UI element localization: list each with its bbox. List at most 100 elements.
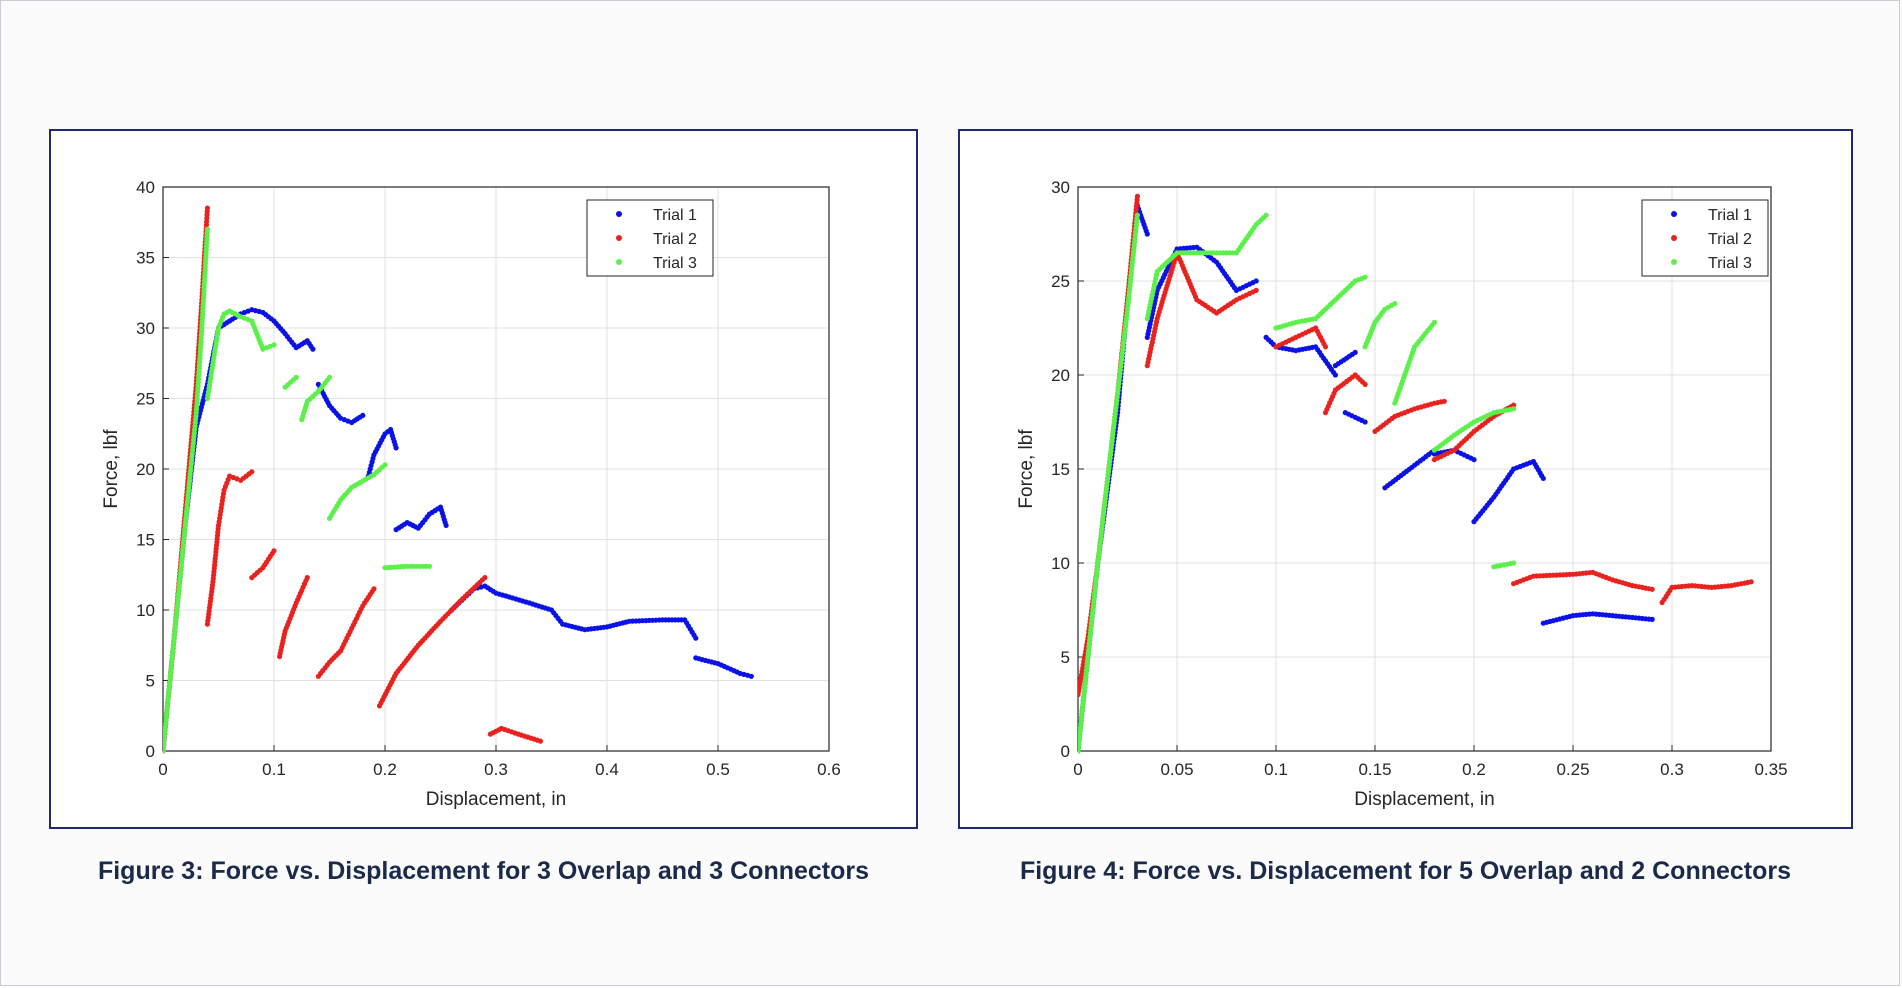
- fig3-y-tick-label: 35: [136, 249, 155, 268]
- figure-4-caption: Figure 4: Force vs. Displacement for 5 O…: [1019, 857, 1792, 885]
- fig3-trial-1-point: [443, 522, 449, 528]
- fig3-x-tick-label: 0.4: [595, 760, 619, 779]
- fig4-trial-2-point: [1649, 586, 1655, 592]
- fig4-trial-3-point: [1134, 212, 1140, 218]
- fig3-trial-1-point: [393, 445, 399, 451]
- fig4-y-tick-label: 20: [1051, 366, 1070, 385]
- fig3-x-tick-label: 0.5: [706, 760, 730, 779]
- fig4-trial-2-point: [1134, 193, 1140, 199]
- fig3-trial-3-point: [204, 226, 210, 232]
- fig4-y-tick-label: 0: [1061, 742, 1070, 761]
- fig4-y-tick-label: 10: [1051, 554, 1070, 573]
- fig3-y-tick-label: 30: [136, 319, 155, 338]
- fig3-trial-1-point: [360, 412, 366, 418]
- fig3-y-tick-label: 5: [146, 672, 155, 691]
- fig4-trial-3-point: [1511, 406, 1517, 412]
- fig4-x-tick-label: 0.15: [1358, 760, 1391, 779]
- fig4-trial-2-point: [1511, 402, 1517, 408]
- fig4-x-tick-label: 0.35: [1754, 760, 1787, 779]
- fig4-trial-3-point: [1511, 560, 1517, 566]
- fig4-trial-3-point: [1263, 212, 1269, 218]
- fig3-trial-3-point: [382, 462, 388, 468]
- fig3-y-tick-label: 0: [146, 742, 155, 761]
- fig3-x-tick-label: 0.3: [484, 760, 508, 779]
- fig4-legend-label: Trial 3: [1708, 255, 1752, 272]
- fig3-x-tick-label: 0.6: [817, 760, 841, 779]
- figure-3-chart: 0 0.1 0.2 0.3 0.4 0.5 0.6 0 5 10 15 20 25 30 35 40 Displ…: [101, 178, 841, 810]
- fig3-trial-1-point: [748, 673, 754, 679]
- fig4-trial-3-point: [1362, 274, 1368, 280]
- fig3-x-tick-label: 0.1: [262, 760, 286, 779]
- fig4-trial-2-point: [1322, 344, 1329, 350]
- fig3-y-tick-label: 15: [136, 531, 155, 550]
- fig3-axes-box: [162, 186, 830, 752]
- fig3-x-tick-label: 0: [158, 760, 167, 779]
- fig4-x-axis-label: Displacement, in: [1354, 789, 1494, 810]
- figure-4-chart: 0 0.05 0.1 0.15 0.2 0.25 0.3 0.35 0 5 10 15 20 25 30 Di…: [1016, 178, 1788, 810]
- fig3-legend-label: Trial 1: [653, 207, 697, 224]
- fig3-trial-2-point: [537, 738, 543, 744]
- fig3-trial-1-point: [310, 346, 316, 352]
- fig4-trial-3-markers: [1078, 212, 1517, 754]
- fig4-trial-2-point: [1441, 398, 1447, 404]
- fig4-legend-marker: [1671, 235, 1677, 241]
- fig4-x-tick-label: 0.1: [1264, 760, 1288, 779]
- fig4-legend-box: [1641, 199, 1769, 277]
- fig4-trial-3-point: [1431, 319, 1437, 325]
- fig4-trial-1-point: [1253, 278, 1259, 284]
- fig4-legend-label: Trial 1: [1708, 207, 1752, 224]
- fig4-legend-label: Trial 2: [1708, 231, 1752, 248]
- figure-3-caption: Figure 3: Force vs. Displacement for 3 O…: [97, 857, 870, 885]
- fig3-x-axis-label: Displacement, in: [426, 789, 566, 810]
- fig3-trial-3-markers: [163, 226, 432, 754]
- fig4-trial-1-point: [1471, 457, 1477, 463]
- fig4-trial-1-point: [1332, 372, 1338, 378]
- fig3-trial-2-point: [371, 586, 377, 592]
- fig3-trial-3-point: [326, 374, 333, 380]
- fig4-trial-2-point: [1362, 381, 1368, 387]
- fig3-trial-2-point: [249, 469, 255, 475]
- fig4-axes-box: [1077, 186, 1772, 752]
- fig4-trial-1-point: [1649, 616, 1655, 622]
- fig3-legend-marker: [616, 211, 622, 217]
- fig4-x-tick-label: 0.3: [1660, 760, 1684, 779]
- fig3-trial-1-point: [693, 635, 699, 641]
- fig4-trial-2-point: [1253, 287, 1259, 293]
- fig4-x-tick-label: 0: [1073, 760, 1082, 779]
- fig4-legend-marker: [1671, 259, 1677, 265]
- fig3-trial-3-point: [271, 342, 277, 348]
- fig3-trial-2-point: [482, 575, 488, 581]
- fig4-x-tick-label: 0.25: [1556, 760, 1589, 779]
- figure-3-panel: 0 0.1 0.2 0.3 0.4 0.5 0.6 0 5 10 15 20 25 30 35 40 Displ…: [49, 129, 918, 829]
- fig4-trial-3-point: [1392, 301, 1398, 307]
- fig3-y-tick-label: 40: [136, 178, 155, 197]
- fig4-trial-1-point: [1362, 419, 1368, 425]
- fig4-trial-1-point: [1540, 475, 1546, 481]
- fig4-trial-1-point: [1144, 231, 1150, 237]
- fig3-trial-3-point: [426, 563, 432, 569]
- fig3-trial-2-point: [271, 548, 277, 554]
- fig3-trial-3-point: [293, 374, 299, 380]
- fig3-y-tick-label: 25: [136, 390, 155, 409]
- fig4-y-axis-label: Force, lbf: [1016, 429, 1037, 509]
- fig4-trial-1-point: [1352, 349, 1358, 355]
- fig4-x-tick-label: 0.2: [1462, 760, 1486, 779]
- fig4-y-tick-label: 30: [1051, 178, 1070, 197]
- fig4-trial-2-point: [1748, 579, 1754, 585]
- fig3-x-tick-label: 0.2: [373, 760, 397, 779]
- fig3-legend-marker: [616, 235, 622, 241]
- fig3-y-tick-label: 10: [136, 601, 155, 620]
- fig3-legend-label: Trial 2: [653, 231, 697, 248]
- fig4-y-tick-label: 25: [1051, 272, 1070, 291]
- fig4-y-tick-label: 5: [1061, 648, 1070, 667]
- fig3-legend-label: Trial 3: [653, 255, 697, 272]
- fig3-legend-marker: [616, 259, 622, 265]
- figure-4-panel: 0 0.05 0.1 0.15 0.2 0.25 0.3 0.35 0 5 10 15 20 25 30 Di…: [958, 129, 1853, 829]
- fig4-y-tick-label: 15: [1051, 460, 1070, 479]
- fig4-x-tick-label: 0.05: [1160, 760, 1193, 779]
- fig4-legend-marker: [1671, 211, 1677, 217]
- fig3-y-tick-label: 20: [136, 460, 155, 479]
- fig3-y-axis-label: Force, lbf: [101, 429, 122, 509]
- fig3-legend-box: [586, 199, 714, 277]
